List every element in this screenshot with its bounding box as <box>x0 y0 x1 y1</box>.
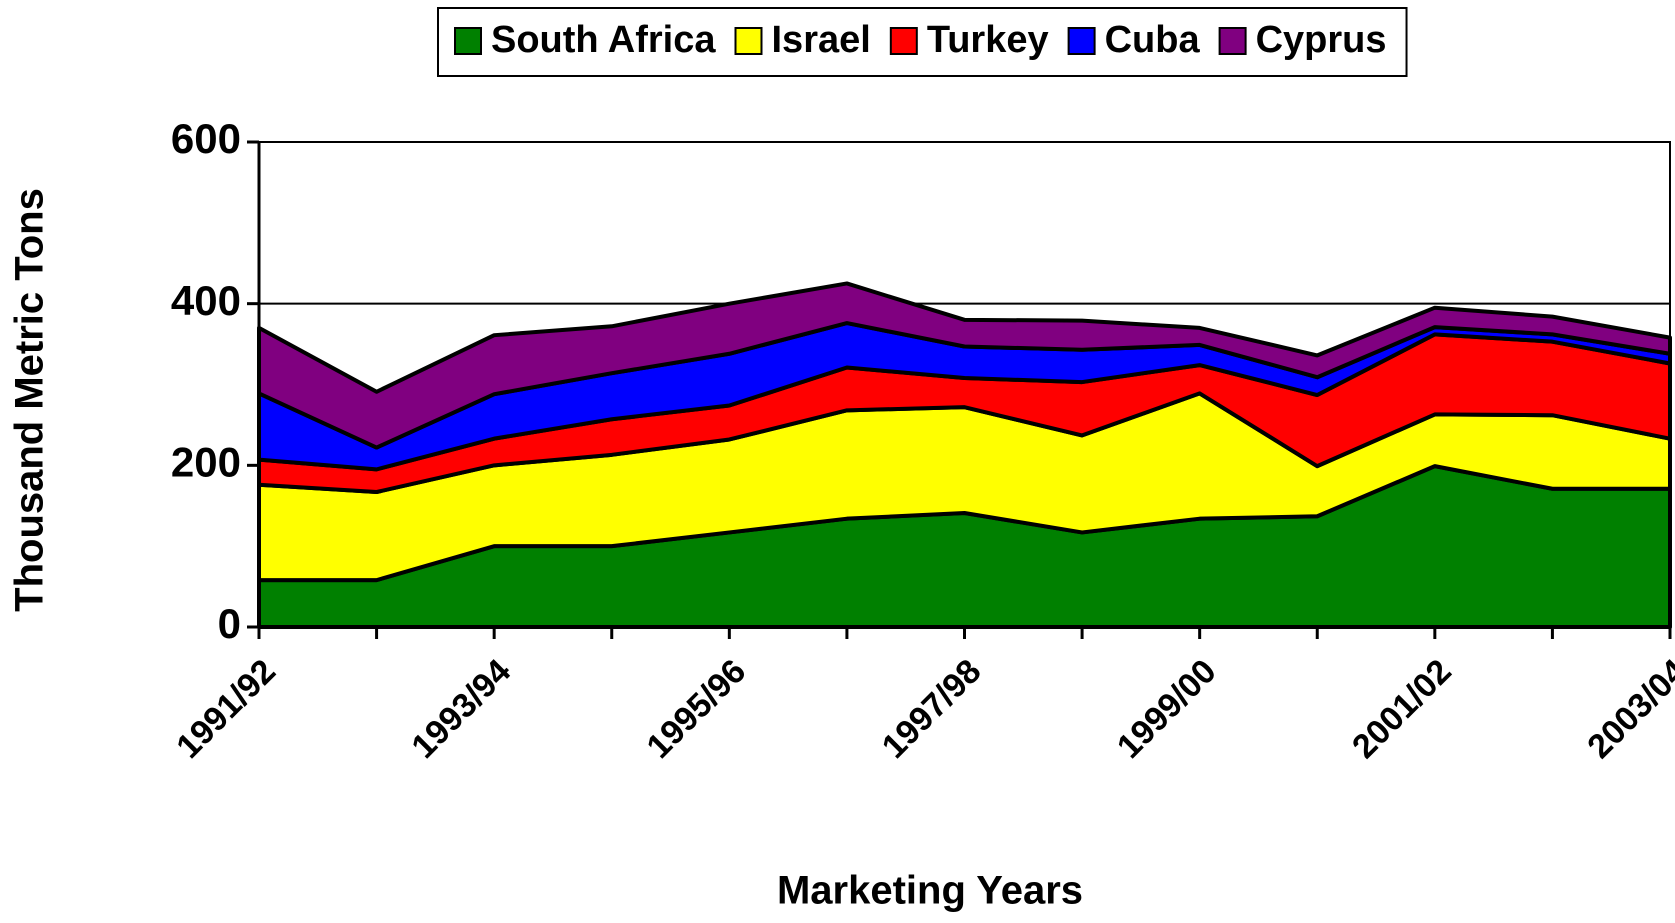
x-axis-label: Marketing Years <box>777 869 1083 913</box>
x-tick-label: 2003/04 <box>1580 652 1675 766</box>
y-axis-label: Thousand Metric Tons <box>8 188 52 612</box>
legend-swatch <box>889 27 918 55</box>
legend-label: Turkey <box>927 19 1049 61</box>
legend-swatch <box>1218 27 1247 55</box>
legend-swatch <box>734 27 763 55</box>
y-tick-label: 200 <box>171 438 241 485</box>
x-tick-label: 2001/02 <box>1345 652 1459 766</box>
legend-label: Cuba <box>1105 19 1201 61</box>
legend-label: South Africa <box>491 19 716 61</box>
y-tick-label: 600 <box>171 115 241 162</box>
x-tick-label: 1991/92 <box>169 652 283 766</box>
legend-label: Cyprus <box>1256 19 1387 61</box>
legend-label: Israel <box>772 19 871 61</box>
legend-swatch <box>454 27 482 55</box>
x-tick-label: 1995/96 <box>640 652 754 766</box>
x-tick-label: 1999/00 <box>1110 652 1224 766</box>
y-tick-label: 0 <box>218 600 241 647</box>
y-tick-label: 400 <box>171 277 241 324</box>
x-tick-label: 1993/94 <box>404 652 518 766</box>
legend-swatch <box>1067 27 1096 55</box>
x-tick-label: 1997/98 <box>875 652 989 766</box>
legend: South Africa Israel Turkey Cuba Cyprus <box>437 7 1408 77</box>
